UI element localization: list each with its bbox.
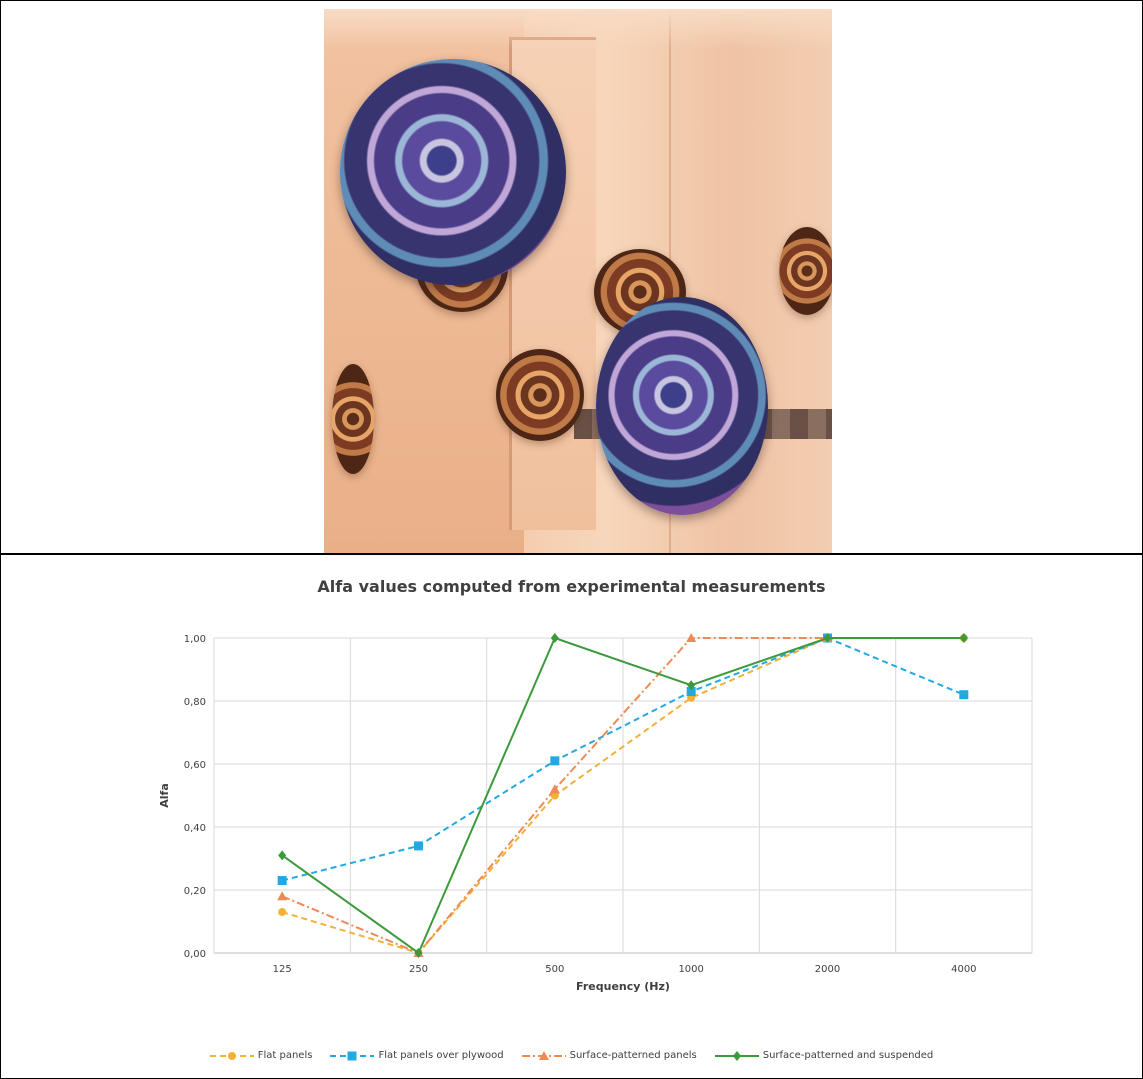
data-point <box>686 687 696 697</box>
data-point <box>823 633 832 643</box>
data-point <box>278 850 287 861</box>
y-tick-label: 0,60 <box>184 760 206 771</box>
legend-swatch <box>714 1050 759 1061</box>
data-point <box>278 908 287 917</box>
legend-item: Surface-patterned and suspended <box>714 1050 934 1061</box>
chart-legend: Flat panels Flat panels over plywood Surfa… <box>0 1050 1143 1061</box>
legend-item: Flat panels over plywood <box>330 1050 504 1061</box>
series-line <box>281 636 964 955</box>
data-point <box>277 891 288 901</box>
panel-blue-front <box>596 297 768 515</box>
data-point <box>414 841 423 851</box>
installation-photo <box>324 9 832 554</box>
legend-item: Flat panels <box>209 1050 313 1061</box>
legend-swatch <box>209 1051 254 1060</box>
series-line <box>281 637 828 955</box>
y-tick-labels: 0,00 0,20 0,40 0,60 0,80 1,00 <box>184 634 206 960</box>
data-point <box>732 1050 741 1061</box>
x-tick-label: 4000 <box>951 964 976 975</box>
data-point <box>550 756 560 766</box>
data-point <box>687 680 696 691</box>
data-point <box>959 690 969 700</box>
series-line <box>281 637 964 955</box>
data-point <box>549 784 560 794</box>
panel-orange-right <box>779 227 832 315</box>
x-tick-label: 2000 <box>815 964 840 975</box>
chart-title: Alfa values computed from experimental m… <box>317 577 826 596</box>
x-tick-label: 250 <box>409 964 428 975</box>
y-tick-label: 0,00 <box>184 949 206 960</box>
x-axis-label: Frequency (Hz) <box>576 980 670 993</box>
ceiling-glow <box>324 9 832 49</box>
data-point <box>277 876 287 886</box>
data-point <box>959 633 968 643</box>
y-tick-label: 1,00 <box>184 634 206 645</box>
data-point <box>550 791 559 800</box>
x-tick-label: 500 <box>545 964 564 975</box>
series-line <box>281 636 965 882</box>
data-point <box>686 633 697 642</box>
data-point <box>550 633 559 643</box>
data-point <box>538 1050 549 1060</box>
y-tick-label: 0,20 <box>184 886 206 897</box>
panel-divider <box>0 553 1143 555</box>
legend-item: Surface-patterned panels <box>521 1050 697 1061</box>
legend-swatch <box>330 1051 375 1060</box>
x-tick-labels: 125 250 500 1000 2000 4000 <box>273 964 977 975</box>
alfa-line-chart: 0,00 0,20 0,40 0,60 0,80 1,00 125 250 500 1000 20… <box>158 633 1033 993</box>
panel-blue-large <box>340 59 566 285</box>
data-point <box>227 1051 236 1060</box>
series-4 <box>278 633 968 958</box>
legend-label: Surface-patterned and suspended <box>762 1050 934 1061</box>
panel-orange-center <box>496 349 584 441</box>
legend-label: Flat panels <box>257 1050 313 1061</box>
legend-label: Surface-patterned panels <box>569 1050 697 1061</box>
chart-series <box>277 633 969 958</box>
legend-swatch <box>521 1050 566 1060</box>
legend-label: Flat panels over plywood <box>378 1050 504 1061</box>
chart-grid <box>213 637 1033 954</box>
data-point <box>347 1051 357 1060</box>
y-tick-label: 0,40 <box>184 823 206 834</box>
y-tick-label: 0,80 <box>184 697 206 708</box>
panel-orange-small-left <box>332 364 374 474</box>
x-tick-label: 125 <box>273 964 292 975</box>
data-point <box>414 948 423 958</box>
y-axis-label: Alfa <box>158 783 171 808</box>
x-tick-label: 1000 <box>678 964 703 975</box>
